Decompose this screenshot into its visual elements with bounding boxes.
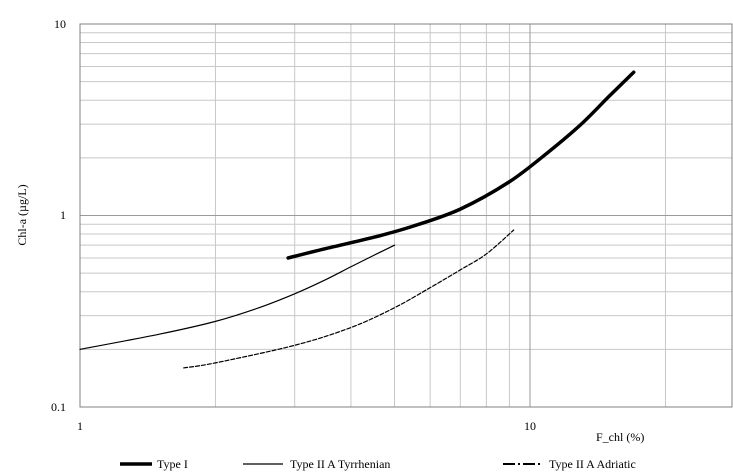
x-axis-label: F_chl (%) [596,430,644,444]
y-tick-label-1: 1 [60,208,66,222]
legend-label-type-i: Type I [157,457,188,471]
y-axis-label: Chl-a (µg/L) [15,184,29,245]
series-line-type-i [286,70,636,260]
series-line-type-ii-a-adriatic [183,229,515,369]
plot-area-border [79,23,733,408]
y-tick-label-10: 10 [54,17,66,31]
minor-gridlines [80,24,732,407]
y-tick-label-0-1: 0.1 [51,400,66,414]
series-line-type-ii-a-tyrrhenian [79,244,396,350]
series-layer [79,70,636,369]
legend: Type I Type II A Tyrrhenian Type II A Ad… [120,457,636,471]
legend-label-type-ii-a-adriatic: Type II A Adriatic [549,457,636,471]
x-tick-label-10: 10 [524,419,536,433]
legend-label-type-ii-a-tyrrhenian: Type II A Tyrrhenian [290,457,390,471]
x-tick-label-1: 1 [77,419,83,433]
